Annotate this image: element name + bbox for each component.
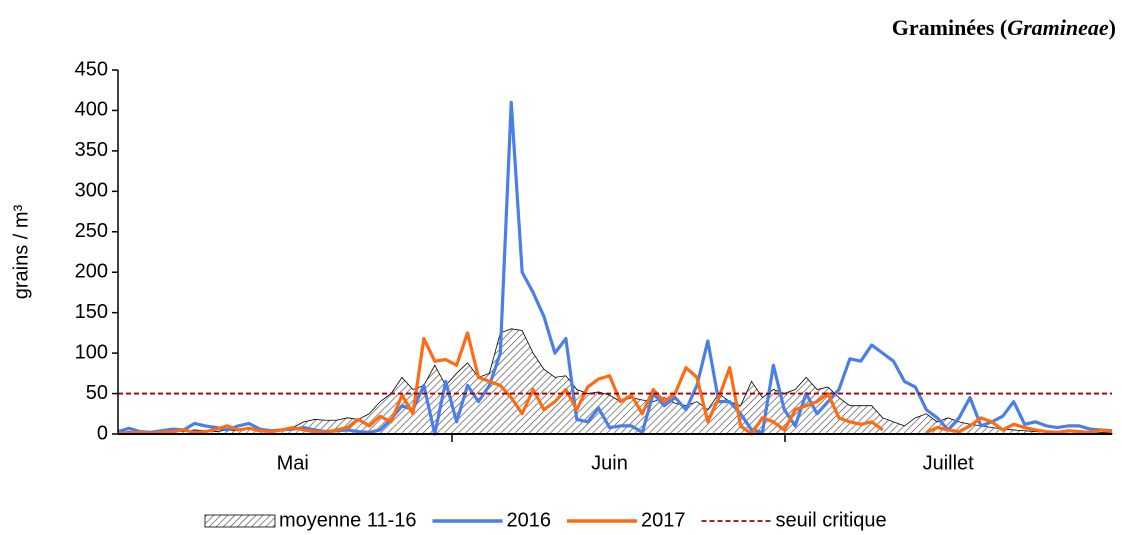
title-part: Graminées ( (892, 15, 1007, 40)
chart-title: Graminées (Gramineae) (892, 15, 1116, 40)
y-tick-label: 250 (75, 220, 108, 242)
y-tick-label: 200 (75, 261, 108, 283)
area (117, 328, 1113, 435)
title-part: Gramineae (1007, 15, 1109, 40)
legend-label: 2017 (641, 509, 686, 531)
legend-label: seuil critique (776, 509, 887, 531)
y-tick-label: 50 (86, 382, 108, 404)
y-tick-label: 350 (75, 139, 108, 161)
x-tick-label: Juin (591, 452, 628, 474)
x-tick-label: Juillet (923, 452, 975, 474)
y-tick-label: 300 (75, 180, 108, 202)
y-tick-label: 150 (75, 301, 108, 323)
legend-label: moyenne 11-16 (279, 509, 417, 531)
y-tick-label: 450 (75, 58, 108, 80)
line (117, 100, 1113, 436)
y-axis-label: grains / m³ (10, 204, 32, 299)
title-part: ) (1109, 15, 1116, 40)
y-tick-label: 400 (75, 99, 108, 121)
y-tick-label: 0 (97, 422, 108, 444)
x-tick-label: Mai (277, 452, 309, 474)
legend-swatch (204, 514, 276, 528)
line (118, 331, 1113, 436)
legend-label: 2016 (507, 509, 552, 531)
y-tick-label: 100 (75, 341, 108, 363)
